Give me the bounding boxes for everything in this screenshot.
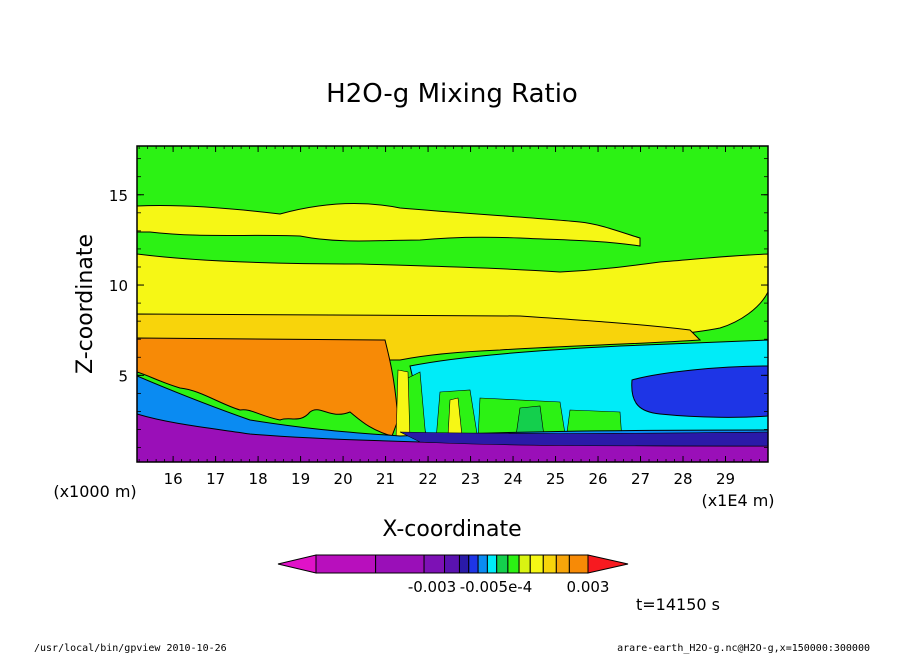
y-axis-ticks: 5 10 15 <box>109 158 768 448</box>
x-tick-label: 25 <box>546 470 565 488</box>
time-label: t=14150 s <box>636 595 720 614</box>
colorbar-label-high: 0.003 <box>567 578 610 596</box>
footer-program: /usr/local/bin/gpview 2010-10-26 <box>34 643 227 654</box>
x-tick-label: 24 <box>504 470 523 488</box>
dark-blue-patch <box>631 365 768 418</box>
y-tick-label: 15 <box>109 187 128 205</box>
colorbar-right-arrow <box>587 554 629 574</box>
x-axis-label: X-coordinate <box>382 517 521 542</box>
x-tick-label: 23 <box>461 470 480 488</box>
colorbar-swatch <box>486 554 498 574</box>
x-tick-label: 17 <box>206 470 225 488</box>
colorbar-swatch <box>496 554 509 574</box>
x-tick-label: 29 <box>716 470 735 488</box>
colorbar-swatch <box>507 554 520 574</box>
upper-yellow-band <box>137 203 641 247</box>
x-tick-label: 19 <box>291 470 310 488</box>
x-tick-label: 28 <box>673 470 692 488</box>
x-axis-unit: (x1E4 m) <box>701 491 774 510</box>
x-tick-label: 16 <box>164 470 183 488</box>
y-axis-label: Z-coordinate <box>73 234 98 374</box>
x-tick-label: 18 <box>249 470 268 488</box>
colorbar <box>277 554 629 574</box>
colorbar-swatch <box>468 554 479 574</box>
colorbar-swatch <box>477 554 488 574</box>
colorbar-swatch <box>529 554 544 574</box>
x-axis-ticks: 16 17 18 19 20 21 22 23 24 25 26 27 28 29 <box>138 146 769 488</box>
y-tick-label: 5 <box>118 367 128 385</box>
contour-field <box>137 146 768 462</box>
colorbar-swatch <box>423 554 446 574</box>
colorbar-swatch <box>315 554 377 574</box>
x-tick-label: 27 <box>631 470 650 488</box>
footer-source: arare-earth_H2O-g.nc@H2O-g,x=150000:3000… <box>617 643 870 654</box>
colorbar-swatch <box>542 554 557 574</box>
colorbar-label-low: -0.003 <box>408 578 456 596</box>
colorbar-swatch <box>518 554 531 574</box>
navy-lower-band <box>399 431 768 447</box>
chart-title: H2O-g Mixing Ratio <box>326 79 578 109</box>
colorbar-label-mid: -0.005e-4 <box>460 578 533 596</box>
colorbar-swatch <box>458 554 470 574</box>
turbulent-columns <box>395 369 623 441</box>
x-tick-label: 22 <box>419 470 438 488</box>
plot-frame <box>136 145 769 463</box>
colorbar-swatch <box>375 554 425 574</box>
x-tick-label: 26 <box>588 470 607 488</box>
colorbar-swatch <box>555 554 570 574</box>
y-axis-unit: (x1000 m) <box>53 482 136 501</box>
x-tick-label: 21 <box>376 470 395 488</box>
colorbar-left-arrow <box>277 554 317 574</box>
y-tick-label: 10 <box>109 277 128 295</box>
colorbar-swatch <box>568 554 589 574</box>
x-tick-label: 20 <box>334 470 353 488</box>
colorbar-swatch <box>444 554 460 574</box>
